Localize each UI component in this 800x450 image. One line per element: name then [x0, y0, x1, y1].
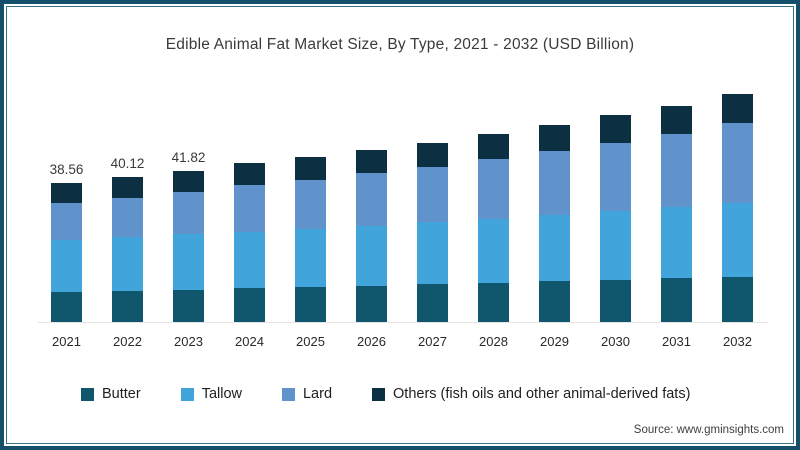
- legend-item-tallow: Tallow: [180, 386, 242, 402]
- bar-segment-others-2031: [661, 105, 692, 134]
- x-axis-line: [38, 322, 768, 323]
- x-axis-label-2024: 2024: [235, 334, 264, 349]
- legend-label: Others (fish oils and other animal-deriv…: [393, 386, 691, 402]
- bar-segment-tallow-2031: [661, 207, 692, 279]
- legend-label: Butter: [102, 386, 141, 402]
- bar-segment-butter-2030: [600, 279, 631, 323]
- legend-item-lard: Lard: [281, 386, 333, 402]
- bar-segment-others-2027: [417, 142, 448, 167]
- bar-segment-lard-2022: [112, 197, 143, 238]
- x-axis-label-2030: 2030: [601, 334, 630, 349]
- bar-segment-lard-2030: [600, 142, 631, 212]
- x-axis-label-2027: 2027: [418, 334, 447, 349]
- x-axis-label-2021: 2021: [52, 334, 81, 349]
- bar-segment-butter-2024: [234, 288, 265, 323]
- bar-segment-lard-2026: [356, 173, 387, 226]
- bar-segment-lard-2023: [173, 192, 204, 235]
- bar-segment-tallow-2024: [234, 231, 265, 289]
- bar-segment-tallow-2027: [417, 222, 448, 285]
- plot-area: 38.56 40.12 41.82: [40, 83, 764, 323]
- bar-segment-butter-2021: [51, 292, 82, 323]
- bar-group-2025: [295, 157, 326, 323]
- legend-swatch-icon: [281, 387, 295, 401]
- bar-group-2021: [51, 182, 82, 323]
- bar-segment-tallow-2029: [539, 215, 570, 282]
- bar-group-2027: [417, 142, 448, 323]
- bar-segment-lard-2031: [661, 133, 692, 208]
- bar-segment-others-2032: [722, 93, 753, 124]
- bar-segment-butter-2023: [173, 289, 204, 323]
- legend-label: Lard: [302, 386, 333, 402]
- legend-swatch-icon: [372, 387, 386, 401]
- x-axis-label-2031: 2031: [662, 334, 691, 349]
- bar-segment-tallow-2028: [478, 218, 509, 283]
- bar-group-2032: [722, 93, 753, 323]
- bar-segment-butter-2029: [539, 281, 570, 323]
- bar-group-2022: [112, 177, 143, 323]
- bar-segment-butter-2028: [478, 282, 509, 323]
- bar-segment-lard-2021: [51, 203, 82, 241]
- bar-group-2023: [173, 170, 204, 323]
- bar-segment-butter-2022: [112, 291, 143, 323]
- source-text: Source: www.gminsights.com: [633, 424, 784, 436]
- bar-segment-others-2023: [173, 170, 204, 193]
- legend-label: Tallow: [201, 386, 242, 402]
- bar-segment-butter-2031: [661, 278, 692, 323]
- bar-segment-tallow-2026: [356, 225, 387, 286]
- bar-group-2026: [356, 149, 387, 323]
- bar-segment-others-2021: [51, 182, 82, 204]
- bar-segment-tallow-2022: [112, 237, 143, 291]
- x-axis-label-2029: 2029: [540, 334, 569, 349]
- bar-group-2028: [478, 134, 509, 323]
- bar-segment-others-2029: [539, 124, 570, 152]
- legend-swatch-icon: [180, 387, 194, 401]
- bar-segment-butter-2025: [295, 287, 326, 323]
- bar-segment-others-2024: [234, 163, 265, 186]
- bar-segment-butter-2032: [722, 276, 753, 323]
- bar-segment-lard-2029: [539, 151, 570, 216]
- bar-segment-others-2030: [600, 115, 631, 143]
- x-axis-label-2023: 2023: [174, 334, 203, 349]
- x-axis-label-2032: 2032: [723, 334, 752, 349]
- legend-swatch-icon: [81, 387, 94, 401]
- bar-segment-butter-2026: [356, 285, 387, 323]
- chart-title: Edible Animal Fat Market Size, By Type, …: [165, 36, 635, 53]
- bar-group-2031: [661, 105, 692, 323]
- total-label-2021: 38.56: [49, 161, 84, 177]
- x-axis-label-2026: 2026: [357, 334, 386, 349]
- legend-item-butter: Butter: [81, 386, 141, 402]
- bar-segment-tallow-2030: [600, 211, 631, 280]
- x-axis-label-2022: 2022: [113, 334, 142, 349]
- bar-segment-lard-2032: [722, 123, 753, 204]
- bar-group-2029: [539, 124, 570, 323]
- bar-segment-tallow-2032: [722, 203, 753, 277]
- legend: Butter Tallow Lard Others (fish oils and ot…: [81, 384, 690, 404]
- bar-segment-lard-2025: [295, 179, 326, 229]
- bar-segment-others-2025: [295, 157, 326, 180]
- x-axis-labels: 2021 2022 2023 2024 2025 2026 2027 2028 2029 2030…: [40, 334, 764, 350]
- bar-segment-lard-2024: [234, 185, 265, 232]
- total-label-2022: 40.12: [110, 156, 145, 172]
- bar-segment-lard-2027: [417, 166, 448, 223]
- x-axis-label-2025: 2025: [296, 334, 325, 349]
- bar-group-2024: [234, 163, 265, 323]
- bar-segment-butter-2027: [417, 284, 448, 323]
- bar-segment-tallow-2023: [173, 234, 204, 290]
- total-label-2023: 41.82: [171, 149, 206, 165]
- bar-group-2030: [600, 115, 631, 323]
- legend-item-others: Others (fish oils and other animal-deriv…: [372, 386, 690, 402]
- bar-segment-tallow-2025: [295, 228, 326, 287]
- bar-segment-others-2026: [356, 149, 387, 174]
- bar-segment-others-2022: [112, 177, 143, 198]
- bar-segment-lard-2028: [478, 159, 509, 219]
- bar-segment-tallow-2021: [51, 240, 82, 293]
- bar-segment-others-2028: [478, 134, 509, 160]
- x-axis-label-2028: 2028: [479, 334, 508, 349]
